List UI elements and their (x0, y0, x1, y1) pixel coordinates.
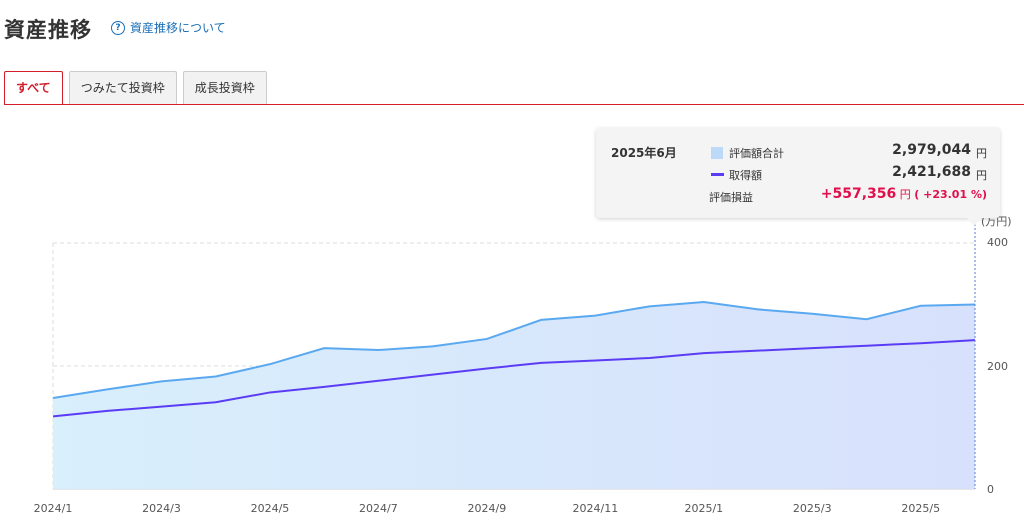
tab-tsumitate[interactable]: つみたて投資枠 (68, 71, 177, 104)
y-axis-unit: (万円) (981, 215, 1012, 228)
y-tick-label: 200 (987, 360, 1008, 373)
tooltip-row-valuation: 評価額合計 2,979,044 円 (711, 142, 987, 162)
x-tick-label: 2024/3 (142, 502, 181, 515)
x-tick-label: 2024/9 (467, 502, 507, 515)
x-tick-label: 2024/7 (359, 502, 398, 515)
chart-tooltip: 2025年6月 評価額合計 2,979,044 円 取得額 2,421,688 … (596, 128, 1000, 218)
x-tick-label: 2025/3 (792, 502, 832, 515)
tooltip-month: 2025年6月 (611, 146, 677, 160)
tab-bar: すべて つみたて投資枠 成長投資枠 (4, 71, 267, 105)
tooltip-arrow (966, 217, 982, 226)
tooltip-gain-value: +557,356 (820, 186, 897, 202)
page-title: 資産推移 (4, 18, 92, 42)
valuation-swatch-icon (711, 147, 723, 159)
tooltip-label: 評価額合計 (729, 147, 784, 160)
tooltip-label: 評価損益 (709, 191, 753, 204)
tab-underline (4, 104, 1024, 105)
tooltip-gain-unit: 円 (899, 188, 911, 201)
help-link-label: 資産推移について (130, 21, 226, 35)
valuation-area (53, 302, 975, 489)
tooltip-label: 取得額 (729, 169, 762, 182)
tooltip-row-gain: 評価損益 +557,356 円 ( +23.01 %) (709, 186, 987, 206)
tooltip-unit: 円 (976, 147, 987, 160)
question-circle-icon: ? (111, 20, 125, 35)
x-tick-label: 2024/11 (572, 502, 619, 515)
tab-growth[interactable]: 成長投資枠 (182, 71, 267, 104)
tab-all[interactable]: すべて (4, 71, 63, 105)
y-tick-label: 0 (987, 483, 994, 496)
cost-swatch-icon (711, 173, 724, 176)
tooltip-gain-percent: ( +23.01 %) (914, 188, 987, 201)
tooltip-value: 2,979,044 (892, 142, 971, 158)
tooltip-value: 2,421,688 (892, 164, 971, 180)
x-tick-label: 2024/1 (33, 502, 73, 515)
x-tick-label: 2025/5 (901, 502, 941, 515)
cost-line (52, 339, 976, 418)
x-tick-label: 2025/1 (684, 502, 724, 515)
help-link[interactable]: ? 資産推移について (111, 19, 226, 36)
tooltip-row-cost: 取得額 2,421,688 円 (711, 164, 987, 184)
valuation-line (52, 301, 976, 399)
y-tick-label: 400 (987, 236, 1008, 249)
tooltip-unit: 円 (976, 169, 987, 182)
x-tick-label: 2024/5 (250, 502, 290, 515)
tooltip-gain-group: +557,356 円 ( +23.01 %) (821, 186, 987, 202)
